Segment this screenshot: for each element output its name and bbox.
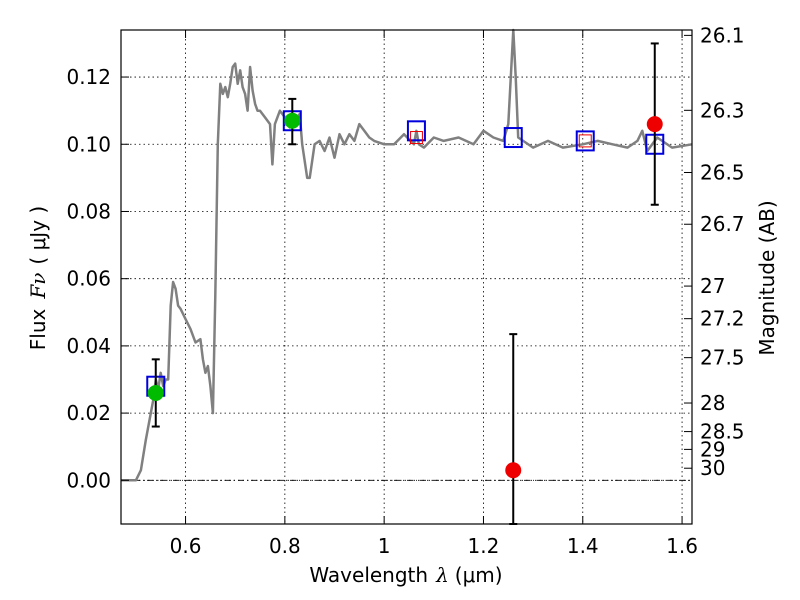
mag-tick-label-2: 26.5: [700, 160, 745, 184]
non-detection-point-0: [505, 462, 522, 479]
non-detection-point-1: [646, 116, 663, 133]
axes-frame: [120, 29, 693, 525]
x-tick-label-4: 1.4: [567, 534, 599, 558]
ticks: 0.6 0.8 1 1.2 1.4 1.6 0.00 0.02 0.04 0.06 0.08 0.10…: [66, 23, 744, 558]
detection-point-0: [147, 384, 164, 401]
non-detections: [505, 116, 663, 479]
x-tick-label-3: 1.2: [468, 534, 500, 558]
x-axis-unit: (μm): [455, 563, 503, 587]
mag-tick-label-9: 29: [700, 437, 725, 461]
small-markers: [409, 131, 592, 148]
model-photometry-square-3: [503, 127, 523, 149]
x-axis-symbol: λ: [435, 563, 449, 587]
plot-frame: [120, 29, 693, 525]
y-tick-label-1: 0.02: [66, 401, 111, 425]
mag-tick-label-10: 30: [700, 456, 725, 480]
mag-tick-label-0: 26.1: [700, 23, 745, 47]
mag-tick-label-5: 27.2: [700, 307, 745, 331]
y-tick-label-3: 0.06: [66, 267, 111, 291]
y-axis-unit: ( μJy ): [26, 206, 50, 265]
y-tick-label-6: 0.12: [66, 65, 111, 89]
x-axis-title: Wavelength λ (μm): [309, 563, 502, 587]
mag-tick-label-1: 26.3: [700, 98, 745, 122]
x-tick-label-2: 1: [378, 534, 391, 558]
detection-point-1: [284, 112, 301, 129]
mag-tick-label-8: 28.5: [700, 420, 745, 444]
y-axis-title: Flux Fν ( μJy ): [26, 206, 50, 350]
y-axis-label: Flux: [26, 308, 50, 350]
y-tick-label-2: 0.04: [66, 334, 111, 358]
mag-tick-label-7: 28: [700, 391, 725, 415]
mag-tick-label-4: 27: [700, 274, 725, 298]
model-photometry-square-4: [575, 130, 595, 152]
x-tick-label-0: 0.6: [170, 534, 202, 558]
mag-tick-label-6: 27.5: [700, 346, 745, 370]
small-marker-1: [578, 134, 592, 148]
y-tick-label-5: 0.10: [66, 132, 111, 156]
y-tick-label-4: 0.08: [66, 199, 111, 223]
y-axis-symbol: Fν: [26, 273, 50, 300]
x-tick-label-5: 1.6: [666, 534, 698, 558]
model-photometry-square-2: [406, 120, 426, 142]
x-tick-label-1: 0.8: [269, 534, 301, 558]
mag-tick-label-3: 26.7: [700, 212, 745, 236]
small-marker-0: [409, 131, 423, 145]
detections: [147, 112, 301, 401]
y2-axis-title: Magnitude (AB): [755, 200, 779, 355]
x-axis-label: Wavelength: [309, 563, 428, 587]
y-tick-label-0: 0.00: [66, 468, 111, 492]
